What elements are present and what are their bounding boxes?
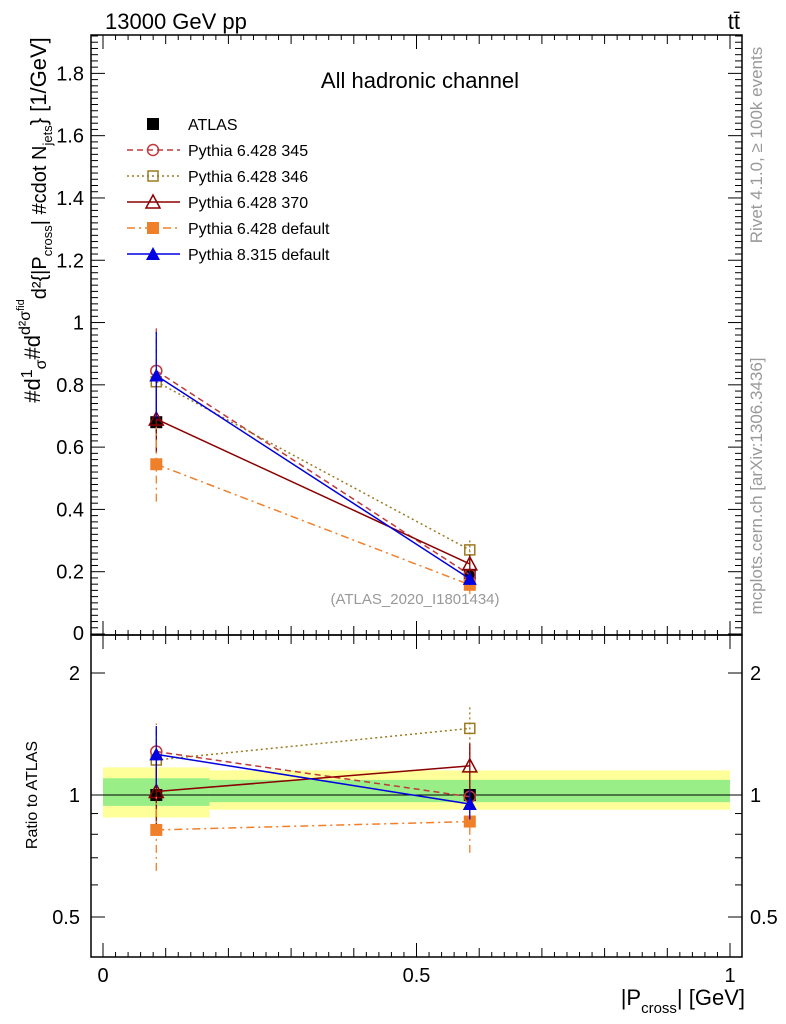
ylabel-cdot: | #cdot N [29, 146, 51, 226]
ratio-tick-label-right: 1 [750, 785, 761, 807]
data-point [148, 410, 165, 426]
series-line [155, 381, 471, 551]
xlabel-close: | [GeV] [677, 985, 745, 1010]
legend-marker [147, 118, 159, 130]
legend-marker [144, 193, 162, 209]
legend-label: Pythia 6.428 370 [188, 195, 308, 212]
ratio-series-line [156, 750, 470, 798]
header-left: 13000 GeV pp [105, 9, 247, 34]
legend-marker [146, 247, 160, 260]
legend-marker [147, 170, 159, 182]
ratio-series-line [156, 820, 470, 831]
ylabel-cross: cross [40, 225, 55, 257]
ratio-point [463, 815, 476, 828]
y-tick-label: 0.8 [56, 375, 84, 397]
mcplots-label: mcplots.cern.ch [arXiv:1306.3436] [747, 357, 766, 614]
ylabel-one: 1 [19, 369, 36, 378]
series-line [155, 418, 471, 565]
y-tick-label: 0.6 [56, 437, 84, 459]
y-tick-label-zero: 0 [73, 623, 84, 645]
ratio-series-line [156, 727, 470, 761]
ratio-point [464, 722, 476, 735]
data-point [461, 555, 479, 571]
ylabel-sigma: σ [33, 359, 50, 369]
ylabel-hash-d2: #d [20, 335, 45, 359]
ratio-point [462, 797, 477, 811]
ratio-tick-label-right: 0.5 [750, 907, 778, 929]
y-tick-label: 0.4 [56, 499, 84, 521]
ratio-series-5 [149, 725, 477, 820]
x-axis-label: |Pcross| [GeV] [621, 985, 745, 1017]
ratio-tick-label: 1 [69, 785, 80, 807]
legend-label: Pythia 6.428 345 [188, 143, 308, 160]
ylabel-jets: jets [40, 125, 55, 147]
data-point [149, 368, 164, 382]
ratio-y-label: Ratio to ATLAS [24, 741, 41, 849]
series-5 [149, 331, 477, 586]
y-tick-label: 1.2 [56, 250, 84, 272]
ylabel-hash-d: #d [20, 378, 45, 402]
ylabel-d2-sigma: d²σ [17, 311, 34, 335]
y-axis-label: #d1σ#dd²σfidd²{|Pcross| #cdot Njets} [1/… [15, 37, 55, 403]
main-plot: 0.2 0.4 0.6 0.8 1 1.2 1.4 1.6 1.8 0 [56, 34, 743, 645]
xlabel-cross: cross [641, 1000, 677, 1017]
watermark: (ATLAS_2020_I1801434) [330, 591, 499, 608]
ratio-plot: 0 0.5 1 0.5 0.5 1 1 2 2 [52, 634, 778, 987]
ratio-point [149, 747, 164, 761]
y-tick-label: 1.6 [56, 126, 84, 148]
legend-label: Pythia 8.315 default [188, 247, 330, 264]
x-tick-label: 0 [97, 965, 108, 987]
series-line [155, 374, 471, 580]
ratio-point [461, 757, 479, 773]
series-3 [148, 384, 479, 574]
legend: ATLAS Pythia 6.428 345 Pythia 6.428 346 Pyt… [127, 117, 330, 264]
ratio-series-line [156, 753, 470, 805]
y-tick-label: 0.2 [56, 562, 84, 584]
ratio-point [150, 823, 163, 836]
chart-title: All hadronic channel [321, 68, 519, 93]
rivet-label: Rivet 4.1.0, ≥ 100k events [747, 47, 766, 243]
ratio-tick-label: 0.5 [52, 907, 80, 929]
series-line [156, 463, 471, 586]
ylabel-d2-open: d²{|P [29, 256, 51, 299]
legend-label: Pythia 6.428 default [188, 221, 330, 238]
x-tick-label: 1 [724, 965, 735, 987]
series-4 [150, 426, 476, 595]
legend-marker [147, 222, 159, 234]
ratio-tick-label-right: 2 [750, 663, 761, 685]
y-axis-label-text: #d1σ#dd²σfidd²{|Pcross| #cdot Njets} [1/… [15, 37, 55, 403]
legend-label: ATLAS [188, 117, 238, 134]
x-tick-label: 0.5 [403, 965, 431, 987]
series-2 [150, 341, 476, 563]
ratio-tick-label: 2 [69, 663, 80, 685]
series-1 [150, 327, 477, 582]
y-tick-label: 1 [73, 313, 84, 335]
legend-marker [146, 143, 160, 157]
series-line [155, 370, 471, 576]
ylabel-close: } [1/GeV] [26, 37, 51, 125]
y-tick-label: 1.8 [56, 63, 84, 85]
legend-label: Pythia 6.428 346 [188, 169, 308, 186]
header-right: tt̄ [728, 9, 740, 34]
data-point [150, 458, 163, 471]
y-tick-label: 1.4 [56, 188, 84, 210]
data-point [462, 571, 477, 585]
xlabel-open: |P [621, 985, 641, 1010]
ylabel-fid: fid [15, 299, 27, 311]
